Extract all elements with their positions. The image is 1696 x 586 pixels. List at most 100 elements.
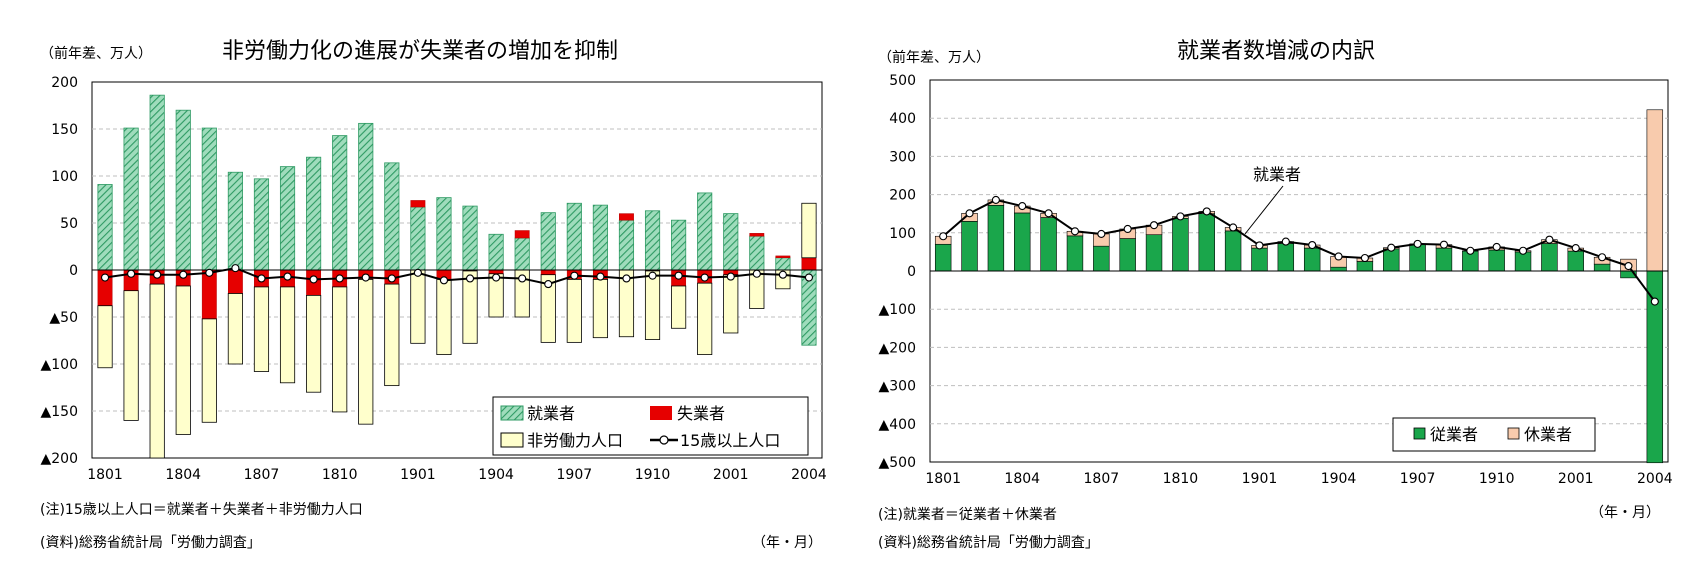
bar-employed	[279, 166, 296, 271]
bar-unemployed	[201, 269, 217, 320]
bar-employed	[644, 210, 661, 271]
line-marker	[596, 272, 605, 281]
bar-nonlabor	[97, 305, 113, 369]
bar-employed	[410, 206, 426, 271]
bar-employed	[97, 184, 113, 271]
bar-employed	[123, 127, 139, 271]
x-tick-label: 1807	[244, 467, 280, 483]
line-marker	[1281, 237, 1290, 246]
y-tick-label: ▲100	[879, 302, 917, 318]
bar-employee	[1383, 248, 1400, 272]
bar-employed	[462, 205, 478, 271]
x-tick-label: 2004	[791, 467, 827, 483]
line-marker	[1571, 244, 1580, 253]
line-marker	[1360, 253, 1369, 263]
left-plot-area: 200 150 100 50 0 ▲50 ▲100 ▲150 ▲200 1801 1804 1807 1…	[41, 75, 827, 483]
bar-nonlabor	[723, 274, 739, 334]
line-marker	[1097, 229, 1106, 238]
bar-nonlabor	[540, 274, 556, 343]
y-tick-label: 300	[889, 149, 916, 165]
line-marker	[1545, 235, 1554, 244]
bar-nonlabor	[227, 293, 243, 365]
line-marker	[804, 273, 814, 282]
bar-employee	[1409, 243, 1426, 272]
left-note: (注)15歳以上人口＝就業者＋失業者＋非労働力人口	[40, 502, 363, 518]
left-source: (資料)総務省統計局「労働力調査」	[40, 535, 261, 551]
y-tick-label: ▲200	[879, 340, 917, 356]
x-tick-label: 1904	[478, 467, 514, 483]
line-marker	[1598, 253, 1607, 262]
y-tick-label: 0	[907, 264, 916, 280]
bar-nonlabor	[149, 283, 165, 459]
bar-employee	[1145, 234, 1163, 272]
line-marker	[1439, 240, 1449, 249]
line-marker	[1202, 207, 1211, 216]
bar-employed	[227, 171, 243, 271]
bar-nonlabor	[566, 278, 582, 343]
bar-employee	[1356, 261, 1374, 272]
line-marker	[939, 232, 948, 241]
line-marker	[1334, 252, 1343, 261]
line-marker	[179, 270, 188, 279]
y-tick-label: 100	[51, 169, 78, 185]
line-marker	[726, 272, 735, 281]
x-tick-label: 1810	[322, 467, 358, 483]
right-unit-label: （前年差、万人）	[878, 49, 990, 66]
legend-swatch-nonlabor	[500, 432, 524, 448]
line-marker	[1466, 246, 1475, 255]
line-marker	[1387, 243, 1396, 252]
bar-nonlabor	[332, 286, 348, 413]
bar-employed	[566, 202, 582, 271]
line-marker	[100, 273, 110, 282]
line-marker	[413, 268, 422, 277]
bar-employee	[1488, 249, 1505, 272]
line-marker	[544, 280, 553, 289]
bar-unemployed	[619, 213, 634, 221]
bar-employed	[514, 237, 530, 271]
line-marker	[648, 271, 657, 280]
line-marker	[622, 274, 631, 283]
x-tick-label: 1901	[1242, 471, 1278, 487]
y-tick-label: 0	[69, 263, 78, 279]
bar-employee	[1172, 217, 1189, 272]
x-tick-label: 1804	[165, 467, 201, 483]
x-tick-label: 1801	[925, 471, 961, 487]
bar-employed	[306, 156, 322, 271]
bar-employee	[1277, 243, 1295, 272]
line-marker	[153, 270, 162, 279]
bar-nonlabor	[279, 286, 296, 384]
line-marker	[1308, 240, 1317, 250]
y-tick-label: 150	[51, 122, 78, 138]
right-period-label: （年・月）	[1590, 505, 1660, 521]
line-marker	[1149, 221, 1159, 230]
y-tick-label: ▲150	[41, 404, 79, 420]
legend-label-unemployed: 失業者	[677, 404, 725, 423]
bar-employed	[436, 197, 452, 271]
left-legend: 就業者 失業者 非労働力人口 15歳以上人口	[492, 396, 809, 456]
y-tick-label: 400	[889, 111, 916, 127]
line-marker	[991, 195, 1000, 204]
y-tick-label: ▲400	[879, 417, 917, 433]
x-tick-label: 1904	[1321, 471, 1357, 487]
line-marker	[465, 274, 475, 283]
line-marker	[492, 273, 501, 282]
line-marker	[965, 209, 974, 218]
bar-employee	[1435, 247, 1453, 272]
bar-nonlabor	[644, 270, 661, 340]
line-marker	[231, 264, 240, 273]
y-tick-label: 500	[889, 73, 916, 89]
line-marker	[570, 271, 579, 280]
line-marker	[1518, 246, 1528, 255]
bar-employee	[1014, 212, 1031, 272]
x-tick-label: 1801	[87, 467, 123, 483]
bar-employee	[987, 204, 1005, 272]
y-tick-label: ▲300	[879, 379, 917, 395]
line-marker	[752, 269, 761, 278]
right-plot-area: 500 400 300 200 100 0 ▲100 ▲200 ▲300 ▲400 ▲500 1801…	[879, 73, 1673, 487]
y-tick-label: 200	[51, 75, 78, 91]
bar-employee	[1093, 245, 1110, 272]
line-marker	[778, 270, 787, 279]
line-marker	[1413, 239, 1422, 248]
bar-employed	[775, 257, 791, 271]
